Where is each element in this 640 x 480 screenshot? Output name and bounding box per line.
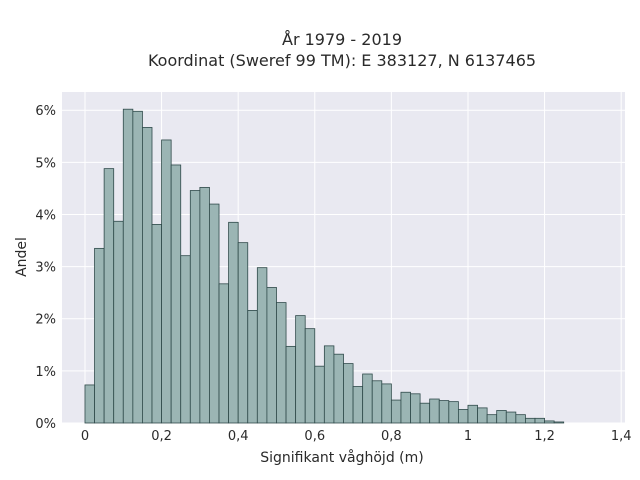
x-axis-ticks: 0 0,2 0,4 0,6 0,8 1 1,2 1,4 <box>81 429 632 444</box>
histogram-bar <box>534 417 545 424</box>
x-tick-label: 0,2 <box>151 429 172 444</box>
histogram-bar <box>151 223 162 424</box>
histogram-bar <box>132 110 143 424</box>
y-axis-ticks: 0% 1% 2% 3% 4% 5% 6% <box>35 104 56 432</box>
histogram-bar <box>505 411 517 424</box>
chart-subtitle: Koordinat (Sweref 99 TM): E 383127, N 61… <box>148 51 536 70</box>
histogram-bar <box>429 398 440 424</box>
histogram-bar <box>113 220 124 424</box>
y-tick-label: 1% <box>35 365 56 380</box>
x-tick-label: 0 <box>81 429 89 444</box>
histogram-bar <box>84 384 95 424</box>
histogram-bar <box>496 410 507 424</box>
histogram-bar <box>122 108 134 424</box>
histogram-bar <box>544 420 555 424</box>
y-axis-label: Andel <box>14 237 30 277</box>
histogram-bar <box>457 409 469 424</box>
histogram-bar <box>352 386 364 424</box>
y-tick-label: 3% <box>35 261 56 276</box>
x-tick-label: 0,4 <box>228 429 249 444</box>
histogram-bar <box>323 345 335 424</box>
histogram-bar <box>381 383 392 424</box>
histogram-bar <box>419 402 431 424</box>
x-tick-label: 1 <box>464 429 472 444</box>
histogram-bar <box>218 283 230 424</box>
histogram-bar <box>314 365 325 424</box>
x-tick-label: 0,8 <box>381 429 402 444</box>
histogram-bar <box>515 414 526 424</box>
histogram-bars <box>84 108 565 424</box>
histogram-bar <box>237 242 249 424</box>
histogram-bar <box>295 315 306 424</box>
y-tick-label: 2% <box>35 313 56 328</box>
histogram-bar <box>467 404 478 424</box>
y-tick-label: 0% <box>35 417 56 432</box>
histogram-bar <box>228 221 239 424</box>
histogram-bar <box>247 310 258 424</box>
y-tick-label: 5% <box>35 156 56 171</box>
x-axis-label: Signifikant våghöjd (m) <box>260 449 423 466</box>
histogram-bar <box>333 353 344 424</box>
histogram-bar <box>161 139 172 424</box>
histogram-bar <box>304 328 316 424</box>
y-tick-label: 4% <box>35 208 56 223</box>
histogram-bar <box>285 345 297 424</box>
chart-title: År 1979 - 2019 <box>282 30 402 49</box>
histogram-bar <box>266 287 277 424</box>
histogram-bar <box>362 373 373 424</box>
histogram-bar <box>525 417 536 424</box>
histogram-bar <box>94 247 105 424</box>
x-tick-label: 1,2 <box>534 429 555 444</box>
histogram-bar <box>170 164 182 424</box>
histogram-bar <box>477 407 488 424</box>
histogram-bar <box>343 363 354 424</box>
histogram-bar <box>180 255 191 424</box>
histogram-bar <box>371 380 383 424</box>
histogram-bar <box>448 401 459 424</box>
x-tick-label: 1,4 <box>611 429 632 444</box>
x-tick-label: 0,6 <box>304 429 325 444</box>
histogram-bar <box>276 302 287 424</box>
histogram-bar <box>103 168 115 424</box>
histogram-bar <box>209 203 220 424</box>
histogram-bar <box>142 127 153 424</box>
histogram-bar <box>486 414 498 424</box>
histogram-bar <box>400 391 411 424</box>
histogram-bar <box>256 267 268 424</box>
histogram-bar <box>410 393 421 424</box>
histogram-bar <box>199 186 210 424</box>
histogram-bar <box>438 400 450 424</box>
y-tick-label: 6% <box>35 104 56 119</box>
histogram-bar <box>553 421 565 424</box>
histogram-bar <box>189 190 201 424</box>
histogram-bar <box>390 399 402 424</box>
